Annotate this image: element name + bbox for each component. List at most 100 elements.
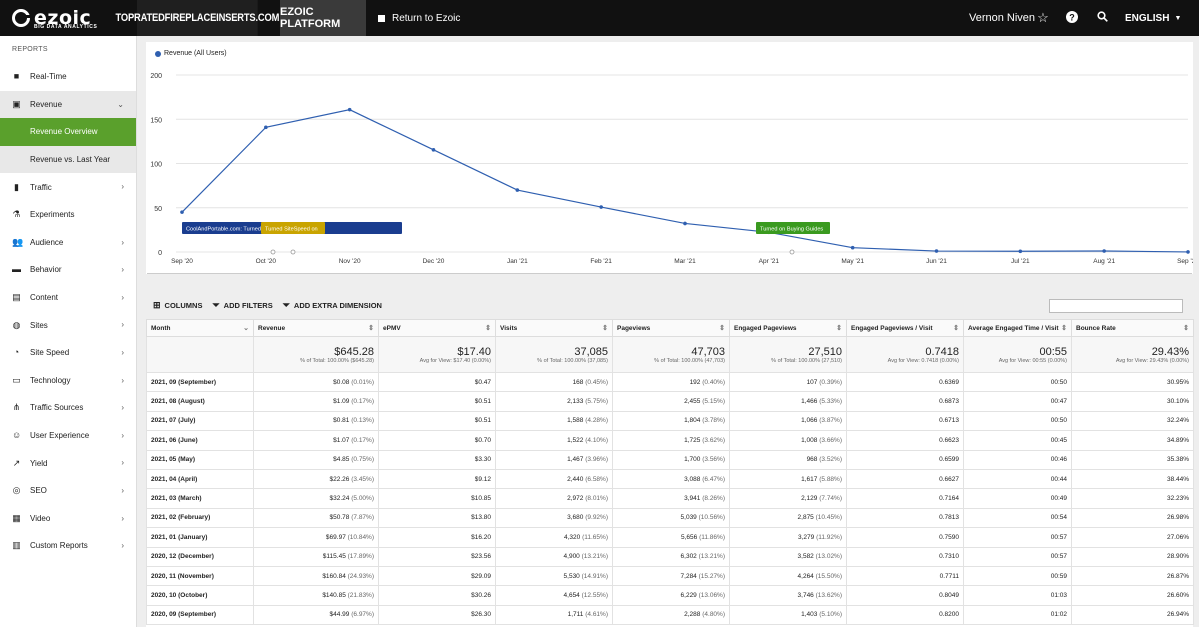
data-point[interactable] — [599, 205, 603, 209]
sort-icon: ⇕ — [1183, 325, 1189, 332]
table-row[interactable]: 2021, 01 (January) $69.97 (10.84%) $16.20 4… — [146, 527, 1194, 548]
cell-month[interactable]: 2021, 06 (June) — [146, 430, 254, 451]
annotation-marker[interactable] — [789, 249, 795, 255]
cell-epmv: $10.85 — [378, 488, 496, 509]
column-header-month[interactable]: Month ⌄ — [146, 319, 254, 337]
sidebar-item-revenue[interactable]: ▣ Revenue ⌄ — [0, 90, 136, 119]
column-header-revenue[interactable]: Revenue ⇕ — [253, 319, 379, 337]
star-icon[interactable]: ☆ — [1037, 10, 1049, 25]
data-point[interactable] — [934, 249, 939, 253]
cell-revenue: $50.78 (7.87%) — [253, 507, 379, 529]
cell-epmv: $29.09 — [378, 565, 496, 587]
sidebar-item-seo[interactable]: ◎ SEO › — [0, 477, 136, 505]
sidebar-item-audience[interactable]: 👥 Audience › — [0, 229, 136, 257]
table-row[interactable]: 2021, 09 (September) $0.08 (0.01%) $0.47 16… — [146, 371, 1194, 393]
language-selector[interactable]: ENGLISH ▼ — [1125, 0, 1181, 36]
table-row[interactable]: 2021, 02 (February) $50.78 (7.87%) $13.80 3… — [146, 507, 1194, 529]
sidebar-item-sites[interactable]: ◍ Sites › — [0, 311, 136, 339]
data-point[interactable] — [683, 221, 687, 226]
sidebar-item-technology[interactable]: ▭ Technology › — [0, 367, 136, 395]
cell-month[interactable]: 2020, 10 (October) — [146, 585, 254, 606]
cell-time: 00:44 — [963, 468, 1072, 490]
cell-value: $22.26 — [329, 475, 350, 483]
data-point[interactable] — [264, 125, 268, 130]
column-header-engaged-pageviews[interactable]: Engaged Pageviews ⇕ — [729, 319, 847, 337]
sidebar-item-site-speed[interactable]: ◔ Site Speed › — [0, 339, 136, 367]
table-row[interactable]: 2020, 11 (November) $160.84 (24.93%) $29.0… — [146, 565, 1194, 587]
cell-epmv: $13.80 — [378, 507, 496, 529]
column-header-average-engaged-time-visit[interactable]: Average Engaged Time / Visit ⇕ — [963, 319, 1072, 337]
column-header-visits[interactable]: Visits ⇕ — [495, 319, 613, 337]
sidebar-item-traffic-sources[interactable]: ⋔ Traffic Sources › — [0, 394, 136, 422]
data-point[interactable] — [515, 188, 520, 192]
cell-month[interactable]: 2021, 05 (May) — [146, 449, 254, 470]
data-point[interactable] — [850, 245, 855, 250]
table-row[interactable]: 2020, 12 (December) $115.45 (17.89%) $23.5… — [146, 546, 1194, 567]
columns-button[interactable]: ⊞ COLUMNS — [153, 300, 202, 311]
data-point[interactable] — [1186, 250, 1190, 254]
cell-value: 2,129 — [801, 495, 818, 503]
annotation-marker[interactable] — [290, 249, 296, 255]
data-point[interactable] — [1018, 249, 1023, 254]
data-point[interactable] — [431, 148, 436, 152]
sidebar-item-user-experience[interactable]: ☺ User Experience › — [0, 422, 136, 450]
annotation-box[interactable] — [261, 222, 325, 234]
help-icon[interactable]: ? — [1065, 11, 1079, 25]
table-row[interactable]: 2021, 03 (March) $32.24 (5.00%) $10.85 2,97… — [146, 488, 1194, 509]
chevron-right-icon: › — [121, 403, 124, 413]
chart-legend[interactable]: Revenue (All Users) — [155, 50, 227, 57]
sidebar-item-video[interactable]: ▦ Video › — [0, 505, 136, 533]
table-row[interactable]: 2021, 08 (August) $1.09 (0.17%) $0.51 2,133… — [146, 391, 1194, 412]
sidebar-item-revenue-overview[interactable]: Revenue Overview — [0, 118, 136, 146]
cell-month[interactable]: 2021, 09 (September) — [146, 371, 254, 393]
ezoic-logo[interactable]: ezoic BIG DATA ANALYTICS — [0, 0, 137, 36]
sidebar-item-content[interactable]: ▤ Content › — [0, 284, 136, 312]
cell-percent: (15.27%) — [698, 572, 725, 580]
annotation-marker[interactable] — [270, 249, 276, 255]
sidebar-item-revenue-vs-last-year[interactable]: Revenue vs. Last Year — [0, 145, 136, 174]
cell-month[interactable]: 2021, 04 (April) — [146, 468, 254, 490]
site-selector-tab[interactable]: TOPRATEDFIREPLACEINSERTS.COM — [115, 0, 279, 36]
cell-month[interactable]: 2020, 09 (September) — [146, 604, 254, 626]
column-header-pageviews[interactable]: Pageviews ⇕ — [612, 319, 730, 337]
data-point[interactable] — [1102, 249, 1106, 253]
cell-month[interactable]: 2021, 01 (January) — [146, 527, 254, 548]
table-row[interactable]: 2021, 07 (July) $0.81 (0.13%) $0.51 1,588 (… — [146, 410, 1194, 432]
data-point[interactable] — [180, 210, 184, 214]
sidebar-item-experiments[interactable]: ⚗ Experiments — [0, 201, 136, 229]
sidebar-item-yield[interactable]: ↗ Yield › — [0, 449, 136, 477]
cell-month[interactable]: 2021, 03 (March) — [146, 488, 254, 509]
return-to-ezoic-link[interactable]: Return to Ezoic — [378, 0, 460, 36]
add-filters-button[interactable]: ⏷ ADD FILTERS — [212, 300, 272, 311]
cell-month[interactable]: 2020, 11 (November) — [146, 565, 254, 587]
sidebar-item-behavior[interactable]: ▬ Behavior › — [0, 256, 136, 284]
user-name[interactable]: Vernon Niven — [969, 12, 1036, 24]
table-row[interactable]: 2020, 09 (September) $44.99 (6.97%) $26.30… — [146, 604, 1194, 626]
add-extra-dimension-button[interactable]: ⏷ ADD EXTRA DIMENSION — [283, 300, 382, 311]
sidebar-item-custom-reports[interactable]: ▥ Custom Reports › — [0, 532, 136, 560]
cell-month[interactable]: 2020, 12 (December) — [146, 546, 254, 567]
cell-value: $0.70 — [474, 436, 491, 444]
cell-pageviews: 1,725 (3.62%) — [612, 430, 730, 451]
table-row[interactable]: 2021, 04 (April) $22.26 (3.45%) $9.12 2,440… — [146, 468, 1194, 490]
cell-time: 00:47 — [963, 391, 1072, 412]
sidebar-item-real-time[interactable]: ■ Real-Time — [0, 63, 136, 91]
annotation-box[interactable] — [756, 222, 830, 234]
platform-tab[interactable]: EZOIC PLATFORM — [280, 0, 366, 36]
column-header-bounce-rate[interactable]: Bounce Rate ⇕ — [1071, 319, 1194, 337]
cell-month[interactable]: 2021, 07 (July) — [146, 410, 254, 432]
table-row[interactable]: 2020, 10 (October) $140.85 (21.83%) $30.26… — [146, 585, 1194, 606]
data-point[interactable] — [347, 107, 352, 112]
column-header-engaged-pageviews-visit[interactable]: Engaged Pageviews / Visit ⇕ — [846, 319, 964, 337]
table-search-input[interactable] — [1049, 299, 1183, 313]
column-header-epmv[interactable]: ePMV ⇕ — [378, 319, 496, 337]
cell-month[interactable]: 2021, 02 (February) — [146, 507, 254, 529]
cell-visits: 1,522 (4.10%) — [495, 430, 613, 451]
search-icon[interactable] — [1095, 11, 1109, 25]
cell-month[interactable]: 2021, 08 (August) — [146, 391, 254, 412]
cell-value: $0.47 — [474, 378, 491, 386]
table-row[interactable]: 2021, 05 (May) $4.85 (0.75%) $3.30 1,467 (3… — [146, 449, 1194, 470]
x-tick-label: Feb '21 — [590, 258, 612, 265]
sidebar-item-traffic[interactable]: ▮ Traffic › — [0, 173, 136, 201]
table-row[interactable]: 2021, 06 (June) $1.07 (0.17%) $0.70 1,522 (… — [146, 430, 1194, 451]
